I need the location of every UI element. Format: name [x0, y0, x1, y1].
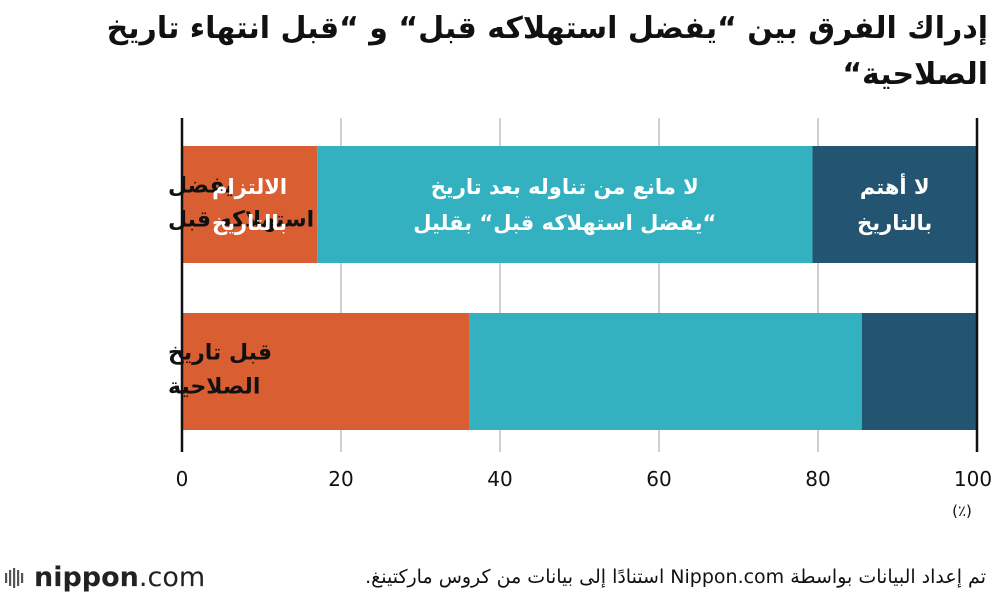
x-tick-label: 80 — [805, 467, 830, 491]
x-tick-label: 20 — [328, 467, 353, 491]
bar-segment — [182, 313, 470, 430]
bar-segment — [469, 313, 862, 430]
logo-text: nippon.com — [34, 562, 206, 593]
bar-segment — [812, 146, 977, 263]
category-label: قبل تاريخ الصلاحية — [168, 341, 272, 400]
x-tick-label: 40 — [487, 467, 512, 491]
x-tick-label: 0 — [176, 467, 189, 491]
x-tick-label: 100 — [954, 467, 992, 491]
legend-label: الالتزام بالتاريخ — [212, 175, 287, 235]
bar-segment — [861, 313, 977, 430]
x-unit-label: (٪) — [952, 502, 972, 520]
nippon-logo: nippon.com — [4, 562, 205, 593]
legend-label: لا أهتم بالتاريخ — [857, 172, 932, 235]
nippon-logo-icon — [5, 567, 24, 588]
source-note: تم إعداد البيانات بواسطة Nippon.com استن… — [365, 566, 986, 588]
chart-title: إدراك الفرق بين “يفضل استهلاكه قبل“ و “ق… — [106, 11, 988, 92]
category-label: يفضل استهلاكه قبل — [168, 174, 314, 233]
stacked-bar-chart: 0 20 40 60 80 100 (٪) يفضل استهلاكه قبل قبل تاريخ… — [168, 118, 992, 520]
legend-label: لا مانع من تناوله بعد تاريخ “يفضل استهلاك… — [413, 175, 716, 235]
bar-segment — [317, 146, 813, 263]
bar-segment — [182, 146, 318, 263]
x-tick-label: 60 — [646, 467, 671, 491]
